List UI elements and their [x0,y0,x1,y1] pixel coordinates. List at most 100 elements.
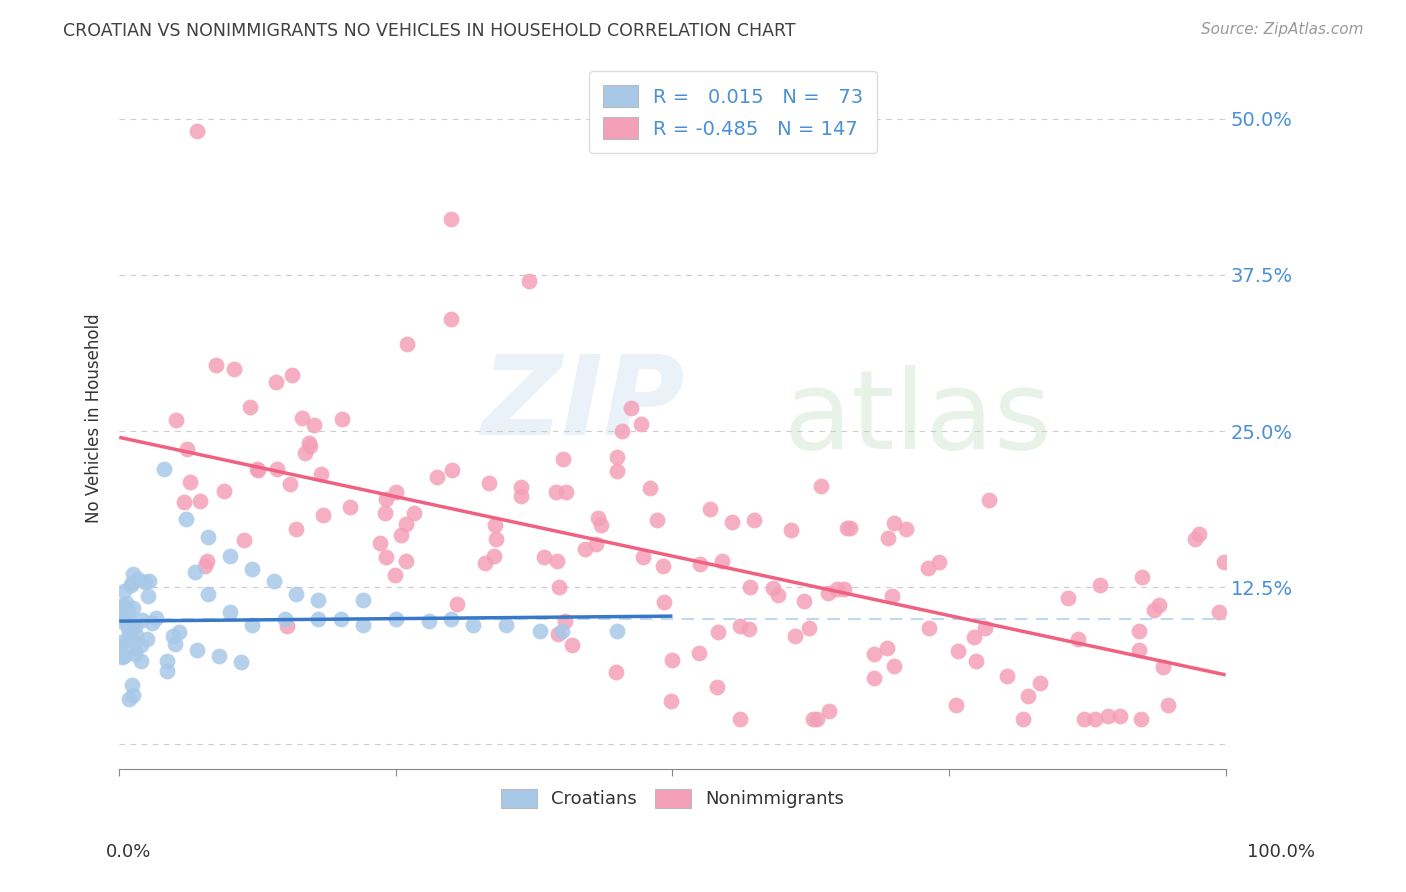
Point [194,559,217,574]
Point [110,639,132,653]
Point [195,554,218,568]
Point [122,641,145,656]
Point [710,553,733,567]
Point [882,589,904,603]
Point [233,533,256,547]
Point [1011,712,1033,726]
Point [917,561,939,575]
Point [977,493,1000,508]
Point [115,601,138,615]
Point [117,606,139,620]
Point [728,618,751,632]
Point [974,621,997,635]
Point [605,450,627,465]
Point [426,469,449,483]
Point [205,358,228,372]
Point [547,554,569,568]
Point [730,712,752,726]
Point [1130,712,1153,726]
Point [374,506,396,520]
Point [478,475,501,490]
Point [1152,660,1174,674]
Point [186,124,208,138]
Point [591,517,613,532]
Point [688,647,710,661]
Point [605,665,627,680]
Point [385,484,408,499]
Point [440,311,463,326]
Point [152,461,174,475]
Point [894,523,917,537]
Point [446,597,468,611]
Point [276,619,298,633]
Point [551,624,574,639]
Point [652,558,675,573]
Point [266,462,288,476]
Point [585,536,607,550]
Point [122,688,145,702]
Point [368,536,391,550]
Point [165,413,187,427]
Point [179,475,201,489]
Legend: Croatians, Nonimmigrants: Croatians, Nonimmigrants [494,781,852,815]
Point [1157,698,1180,713]
Point [284,522,307,536]
Point [588,510,610,524]
Point [307,612,329,626]
Point [240,561,263,575]
Point [184,566,207,580]
Point [633,550,655,565]
Point [738,580,761,594]
Point [197,586,219,600]
Point [131,613,153,627]
Point [395,554,418,568]
Point [647,513,669,527]
Point [294,446,316,460]
Point [797,621,820,635]
Point [302,417,325,432]
Point [121,632,143,647]
Point [659,694,682,708]
Point [117,692,139,706]
Point [1017,690,1039,704]
Point [825,582,848,597]
Point [121,677,143,691]
Point [779,523,801,537]
Point [141,615,163,630]
Point [839,521,862,535]
Text: Source: ZipAtlas.com: Source: ZipAtlas.com [1201,22,1364,37]
Point [699,502,721,516]
Point [484,517,506,532]
Point [212,483,235,498]
Point [766,589,789,603]
Point [529,624,551,639]
Point [863,647,886,661]
Point [533,550,555,565]
Point [803,712,825,726]
Point [114,600,136,615]
Point [229,656,252,670]
Point [121,600,143,615]
Point [1143,603,1166,617]
Point [553,451,575,466]
Point [239,401,262,415]
Point [1029,676,1052,690]
Point [610,425,633,439]
Point [135,632,157,646]
Point [329,612,352,626]
Point [114,612,136,626]
Point [129,654,152,668]
Text: ZIP: ZIP [482,351,686,458]
Point [110,614,132,628]
Point [561,638,583,652]
Point [1128,624,1150,639]
Point [793,594,815,608]
Point [117,621,139,635]
Point [1130,570,1153,584]
Point [156,664,179,678]
Point [689,557,711,571]
Text: 100.0%: 100.0% [1247,843,1315,861]
Point [441,463,464,477]
Point [630,417,652,431]
Point [162,629,184,643]
